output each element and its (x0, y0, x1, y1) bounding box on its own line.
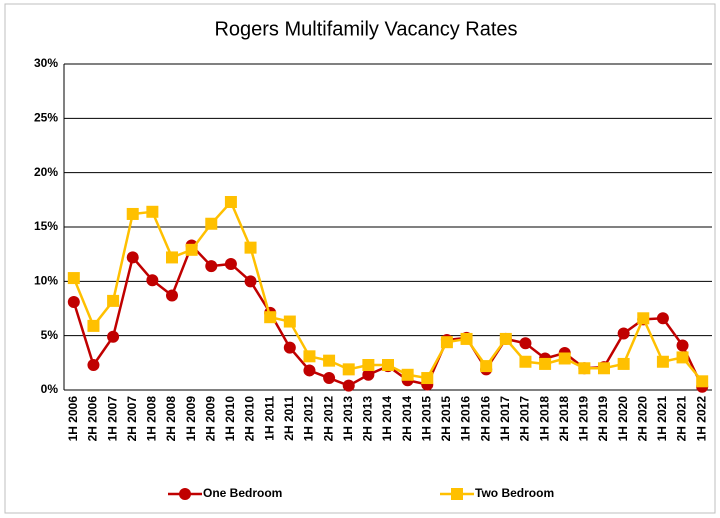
x-tick-label: 1H 2006 (66, 396, 80, 442)
x-tick-label: 1H 2011 (262, 396, 276, 441)
marker (126, 207, 139, 220)
marker (382, 359, 394, 372)
y-tick-label: 0% (41, 382, 59, 396)
x-tick-label: 1H 2021 (655, 396, 669, 442)
marker (283, 315, 296, 328)
x-tick-label: 1H 2020 (616, 396, 630, 442)
x-tick-label: 1H 2018 (537, 396, 551, 442)
marker (87, 319, 100, 332)
x-tick-label: 2H 2007 (125, 396, 139, 442)
marker (558, 352, 571, 365)
marker (656, 355, 669, 368)
x-tick-label: 1H 2016 (459, 396, 473, 442)
x-tick-label: 1H 2022 (694, 396, 708, 442)
x-tick-label: 2H 2016 (478, 396, 492, 442)
y-tick-label: 25% (34, 111, 58, 125)
x-tick-label: 2H 2013 (361, 396, 375, 442)
marker (499, 332, 512, 345)
marker (303, 364, 316, 377)
marker (224, 196, 237, 209)
x-tick-label: 1H 2007 (105, 396, 119, 442)
legend-label: One Bedroom (203, 486, 282, 500)
marker (362, 368, 375, 381)
legend-marker (451, 488, 463, 500)
x-tick-label: 2H 2006 (86, 396, 100, 442)
marker (205, 260, 218, 273)
marker (440, 336, 453, 349)
marker (421, 372, 434, 385)
marker (342, 363, 355, 376)
x-tick-label: 1H 2017 (498, 396, 512, 442)
marker (342, 379, 355, 392)
marker (244, 275, 257, 288)
marker (244, 241, 257, 254)
marker (323, 372, 336, 385)
marker (637, 312, 650, 325)
marker (617, 327, 630, 340)
x-tick-label: 1H 2019 (577, 396, 591, 442)
x-tick-label: 2H 2021 (675, 396, 689, 442)
marker (107, 294, 120, 307)
marker (185, 243, 198, 256)
marker (539, 357, 552, 370)
marker (401, 368, 414, 381)
marker (126, 251, 139, 264)
x-tick-label: 2H 2014 (400, 396, 414, 442)
marker (264, 311, 277, 324)
x-tick-label: 2H 2015 (439, 396, 453, 442)
marker (617, 357, 630, 370)
x-tick-label: 1H 2010 (223, 396, 237, 442)
x-tick-label: 2H 2019 (596, 396, 610, 442)
x-tick-label: 1H 2015 (419, 396, 433, 442)
x-tick-label: 2H 2018 (557, 396, 571, 442)
marker (224, 257, 237, 270)
marker (67, 272, 80, 285)
x-tick-label: 2H 2010 (243, 396, 257, 442)
marker (578, 362, 591, 375)
x-tick-label: 2H 2008 (164, 396, 178, 442)
marker (676, 339, 689, 352)
x-tick-label: 1H 2008 (145, 396, 159, 442)
marker (205, 217, 218, 230)
marker (146, 274, 159, 287)
marker (519, 337, 532, 350)
marker (362, 359, 375, 372)
x-tick-label: 2H 2020 (635, 396, 649, 442)
marker (283, 341, 296, 354)
marker (303, 350, 316, 363)
x-tick-label: 1H 2009 (184, 396, 198, 442)
x-tick-label: 1H 2012 (302, 396, 316, 442)
x-tick-label: 2H 2009 (203, 396, 217, 442)
x-tick-label: 2H 2012 (321, 396, 335, 442)
marker (519, 355, 532, 368)
marker (323, 354, 336, 367)
x-tick-label: 2H 2011 (282, 396, 296, 441)
chart-title: Rogers Multifamily Vacancy Rates (214, 18, 517, 40)
x-tick-label: 2H 2017 (518, 396, 532, 442)
marker (656, 312, 669, 325)
marker (166, 251, 178, 264)
y-tick-label: 20% (34, 165, 58, 179)
marker (107, 330, 120, 343)
marker (67, 295, 80, 308)
y-tick-label: 30% (34, 56, 58, 70)
y-tick-label: 5% (41, 328, 59, 342)
y-tick-label: 15% (34, 219, 58, 233)
marker (87, 359, 100, 372)
y-tick-label: 10% (34, 274, 58, 288)
marker (166, 289, 178, 302)
marker (598, 362, 610, 375)
x-tick-label: 1H 2013 (341, 396, 355, 442)
marker (146, 205, 159, 218)
legend-label: Two Bedroom (475, 486, 554, 500)
marker (696, 375, 709, 388)
x-tick-label: 1H 2014 (380, 396, 394, 442)
marker (460, 332, 473, 345)
marker (480, 360, 493, 373)
marker (676, 351, 689, 364)
legend-marker (179, 488, 191, 500)
